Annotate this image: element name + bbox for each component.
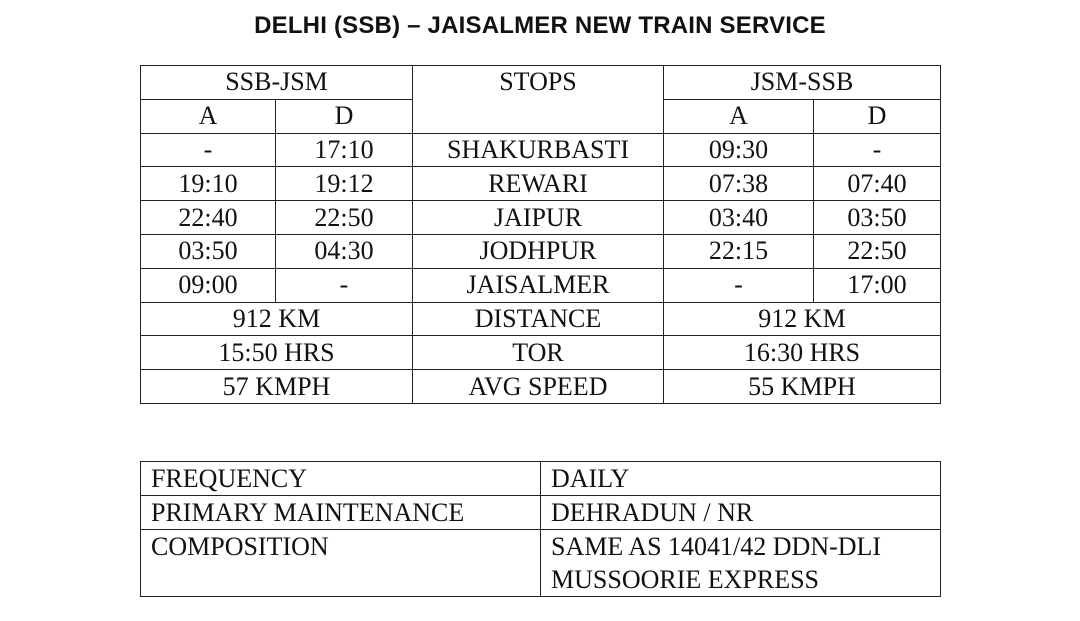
timetable-subheader-row: A D A D: [140, 98, 941, 134]
tor-label: TOR: [412, 335, 664, 371]
info-row-frequency: FREQUENCY DAILY: [140, 461, 941, 496]
up-departure-cell: 19:12: [275, 166, 413, 202]
composition-label: COMPOSITION: [140, 529, 541, 597]
up-arrival-cell: 22:40: [140, 200, 276, 235]
down-arrival-cell: -: [663, 267, 814, 303]
down-departure-cell: 03:50: [813, 200, 941, 235]
down-departure-cell: 17:00: [813, 267, 941, 303]
arrival-header: A: [663, 98, 814, 134]
up-departure-cell: 22:50: [275, 200, 413, 235]
service-info-table: FREQUENCY DAILY PRIMARY MAINTENANCE DEHR…: [140, 461, 941, 597]
up-tor-cell: 15:50 HRS: [140, 335, 413, 371]
up-departure-cell: -: [275, 267, 413, 303]
maintenance-value: DEHRADUN / NR: [540, 495, 941, 530]
departure-header: D: [813, 98, 941, 134]
down-arrival-cell: 07:38: [663, 166, 814, 202]
stops-header: STOPS: [412, 65, 664, 134]
maintenance-label: PRIMARY MAINTENANCE: [140, 495, 541, 530]
stop-name-cell: JAIPUR: [412, 200, 664, 235]
table-row: 09:00 - JAISALMER - 17:00: [140, 267, 941, 303]
direction-header-down: JSM-SSB: [663, 65, 941, 100]
down-arrival-cell: 09:30: [663, 132, 814, 168]
stop-name-cell: REWARI: [412, 166, 664, 202]
down-tor-cell: 16:30 HRS: [663, 335, 941, 371]
down-distance-cell: 912 KM: [663, 301, 941, 337]
down-departure-cell: 22:50: [813, 233, 941, 269]
frequency-label: FREQUENCY: [140, 461, 541, 496]
down-arrival-cell: 03:40: [663, 200, 814, 235]
departure-header: D: [275, 98, 413, 134]
down-departure-cell: -: [813, 132, 941, 168]
down-arrival-cell: 22:15: [663, 233, 814, 269]
stop-name-cell: SHAKURBASTI: [412, 132, 664, 168]
table-row: 03:50 04:30 JODHPUR 22:15 22:50: [140, 233, 941, 269]
up-arrival-cell: 09:00: [140, 267, 276, 303]
up-arrival-cell: 03:50: [140, 233, 276, 269]
info-row-composition: COMPOSITION SAME AS 14041/42 DDN-DLI MUS…: [140, 529, 941, 597]
summary-row-distance: 912 KM DISTANCE 912 KM: [140, 301, 941, 337]
down-avg-speed-cell: 55 KMPH: [663, 369, 941, 404]
composition-value: SAME AS 14041/42 DDN-DLI MUSSOORIE EXPRE…: [540, 529, 941, 597]
table-row: 22:40 22:50 JAIPUR 03:40 03:50: [140, 200, 941, 235]
table-row: 19:10 19:12 REWARI 07:38 07:40: [140, 166, 941, 202]
up-departure-cell: 04:30: [275, 233, 413, 269]
up-arrival-cell: 19:10: [140, 166, 276, 202]
arrival-header: A: [140, 98, 276, 134]
up-arrival-cell: -: [140, 132, 276, 168]
table-row: - 17:10 SHAKURBASTI 09:30 -: [140, 132, 941, 168]
up-avg-speed-cell: 57 KMPH: [140, 369, 413, 404]
direction-header-up: SSB-JSM: [140, 65, 413, 100]
stop-name-cell: JODHPUR: [412, 233, 664, 269]
timetable-header-row: SSB-JSM STOPS JSM-SSB: [140, 65, 941, 134]
page-title: DELHI (SSB) – JAISALMER NEW TRAIN SERVIC…: [254, 12, 826, 39]
timetable: SSB-JSM STOPS JSM-SSB A D A D - 17:10 SH…: [140, 65, 941, 404]
summary-row-tor: 15:50 HRS TOR 16:30 HRS: [140, 335, 941, 371]
info-row-maintenance: PRIMARY MAINTENANCE DEHRADUN / NR: [140, 495, 941, 530]
up-departure-cell: 17:10: [275, 132, 413, 168]
frequency-value: DAILY: [540, 461, 941, 496]
distance-label: DISTANCE: [412, 301, 664, 337]
avg-speed-label: AVG SPEED: [412, 369, 664, 404]
summary-row-avg-speed: 57 KMPH AVG SPEED 55 KMPH: [140, 369, 941, 404]
up-distance-cell: 912 KM: [140, 301, 413, 337]
down-departure-cell: 07:40: [813, 166, 941, 202]
stop-name-cell: JAISALMER: [412, 267, 664, 303]
